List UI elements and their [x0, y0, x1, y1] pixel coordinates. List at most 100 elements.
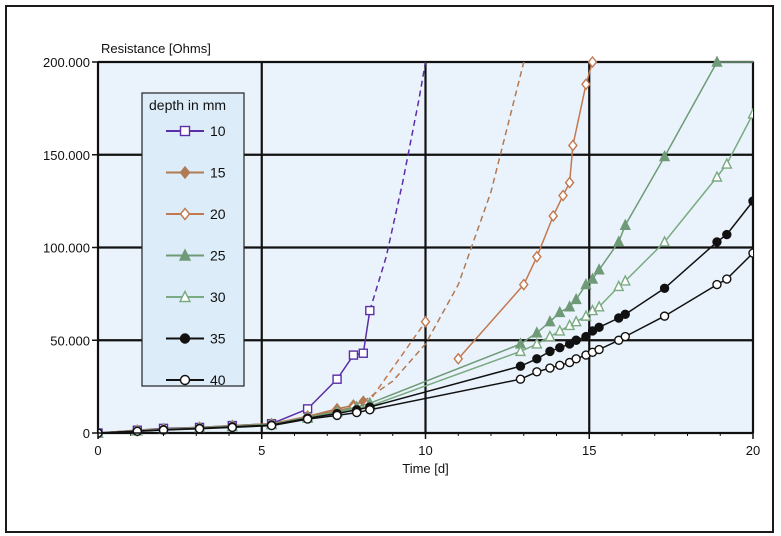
- data-point: [544, 315, 556, 327]
- data-point: [531, 250, 542, 263]
- data-point: [620, 309, 630, 319]
- data-point: [365, 305, 375, 316]
- data-point: [554, 324, 566, 336]
- data-point: [711, 56, 723, 67]
- x-tick-label: 0: [94, 443, 101, 458]
- data-point: [567, 139, 578, 152]
- legend-label: 30: [210, 289, 226, 305]
- data-point: [365, 405, 375, 415]
- data-point: [531, 337, 543, 349]
- data-point: [548, 209, 559, 223]
- legend-marker: [179, 374, 191, 386]
- data-point: [619, 218, 631, 230]
- data-point: [570, 292, 582, 305]
- data-point: [613, 279, 625, 292]
- legend-label: 40: [210, 372, 226, 388]
- legend-item-15: 15: [166, 165, 226, 181]
- data-point: [712, 237, 722, 247]
- data-point: [722, 229, 732, 240]
- legend-marker: [178, 248, 192, 261]
- data-point: [544, 329, 556, 342]
- y-tick-label: 150.000: [43, 148, 90, 163]
- data-point: [545, 363, 555, 373]
- data-point: [658, 150, 671, 162]
- data-point: [721, 157, 733, 169]
- data-point: [571, 354, 581, 364]
- data-point: [659, 283, 670, 294]
- data-point: [613, 235, 625, 247]
- series-layer: [98, 56, 753, 439]
- legend-label: 35: [210, 331, 226, 347]
- legend-item-35: 35: [166, 331, 226, 347]
- data-point: [352, 407, 362, 418]
- data-point: [564, 176, 575, 189]
- data-point: [594, 322, 604, 332]
- data-point: [563, 300, 576, 312]
- data-point: [571, 335, 581, 345]
- data-point: [515, 361, 526, 371]
- data-point: [620, 331, 630, 342]
- data-point: [581, 331, 591, 342]
- y-axis-label: Resistance [Ohms]: [101, 41, 211, 56]
- legend: depth in mm 10 15 20 25 30 35 40: [141, 92, 245, 388]
- data-point: [712, 279, 722, 290]
- data-point: [514, 344, 527, 357]
- data-point: [593, 263, 605, 275]
- data-point: [266, 420, 277, 431]
- data-point: [555, 360, 565, 370]
- x-tick-label: 10: [418, 443, 432, 458]
- y-tick-label: 100.000: [43, 241, 90, 256]
- legend-box: [141, 92, 245, 387]
- data-point: [453, 352, 464, 365]
- data-point: [658, 235, 671, 247]
- data-point: [659, 311, 670, 321]
- legend-marker: [178, 289, 192, 303]
- data-point: [594, 344, 604, 355]
- data-point: [302, 414, 313, 424]
- legend-label: 10: [210, 123, 226, 139]
- data-point: [545, 346, 555, 357]
- data-point: [531, 326, 543, 338]
- legend-marker: [179, 125, 191, 137]
- legend-title: depth in mm: [149, 97, 226, 113]
- x-tick-label: 20: [746, 443, 760, 458]
- legend-item-20: 20: [166, 206, 226, 222]
- data-point: [587, 56, 598, 69]
- data-point: [580, 309, 592, 321]
- data-point: [532, 367, 542, 377]
- legend-label: 20: [210, 206, 226, 222]
- legend-label: 25: [210, 248, 226, 264]
- data-point: [420, 315, 431, 328]
- series-40: [98, 248, 753, 438]
- data-point: [586, 272, 599, 284]
- data-point: [722, 274, 732, 284]
- data-point: [554, 305, 566, 318]
- data-point: [555, 342, 565, 353]
- data-point: [570, 315, 582, 327]
- data-point: [348, 350, 359, 360]
- data-point: [748, 248, 753, 258]
- legend-marker: [179, 165, 191, 180]
- data-point: [227, 422, 237, 433]
- y-tick-label: 200.000: [43, 55, 90, 70]
- data-point: [619, 274, 631, 286]
- legend-item-10: 10: [166, 123, 226, 139]
- legend-item-25: 25: [166, 248, 226, 264]
- data-point: [580, 278, 592, 290]
- data-point: [593, 300, 605, 312]
- data-point: [747, 107, 753, 119]
- legend-item-40: 40: [166, 372, 226, 388]
- x-tick-label: 5: [258, 443, 265, 458]
- x-axis-label: Time [d]: [402, 461, 448, 476]
- data-point: [711, 170, 723, 182]
- legend-item-30: 30: [166, 289, 226, 305]
- legend-label: 15: [210, 165, 226, 181]
- data-point: [332, 410, 342, 421]
- data-point: [518, 278, 529, 291]
- data-point: [532, 354, 542, 364]
- series-dash: [365, 321, 427, 406]
- data-point: [515, 374, 526, 384]
- data-point: [132, 426, 143, 437]
- legend-marker: [179, 333, 191, 344]
